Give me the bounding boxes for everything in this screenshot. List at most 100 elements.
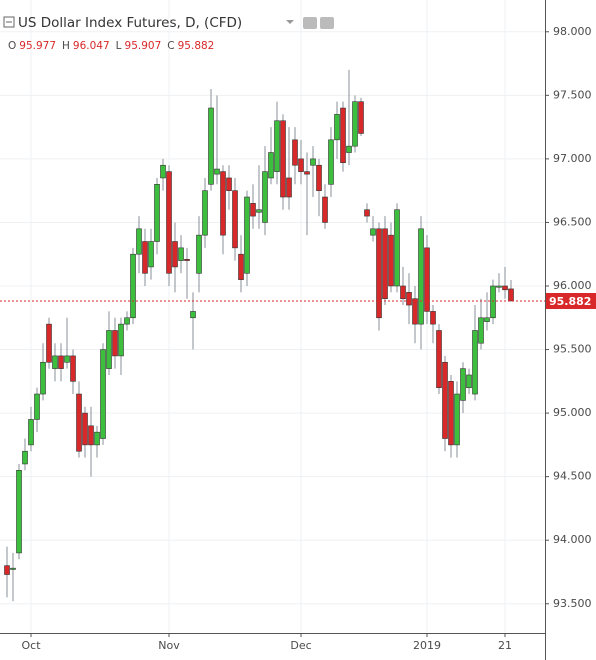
candle-body [226,177,232,191]
y-tick-label: 93.500 [553,597,592,610]
candle-body [4,565,10,575]
candle-body [148,241,154,268]
candle-body [304,171,310,175]
candle-body [136,228,142,255]
candle-body [316,164,322,191]
candle-body [160,164,166,179]
y-tick-label: 97.000 [553,152,592,165]
candle-body [388,234,394,287]
candle-body [154,184,160,242]
ohlc-legend: O 95.977 H 96.047 L 95.907 C 95.882 [8,40,214,52]
candle-body [310,158,316,166]
candle-body [100,349,106,439]
candle-body [250,203,256,217]
x-tick-label: 2019 [413,639,441,652]
candle-body [46,323,52,363]
candle-body [280,120,286,198]
candle-body [256,209,262,213]
x-tick-label: Oct [21,639,41,652]
candle-body [76,393,82,452]
candle-body [394,209,400,287]
candle-body [424,247,430,312]
candle-body [418,228,424,325]
ohlc-label: H [62,40,70,52]
candle-body [64,355,70,363]
ohlc-label: L [116,40,122,52]
candle-body [166,171,172,274]
candle-body [382,228,388,300]
candle-body [232,190,238,249]
candle-body [262,171,268,223]
ohlc-value: 95.882 [178,40,215,52]
ohlc-label: C [167,40,174,52]
candle-body [448,381,454,446]
candle-body [292,139,298,166]
candle-body [430,311,436,325]
candle-body [142,241,148,274]
candle-body [178,247,184,261]
candle-body [364,209,370,217]
y-tick-label: 96.000 [553,279,592,292]
ohlc-value: 95.907 [125,40,162,52]
x-tick-label: Dec [290,639,311,652]
candle-body [112,330,118,357]
candle-body [58,355,64,369]
candle-body [94,431,100,446]
candle-body [238,253,244,280]
y-tick-label: 97.500 [553,88,592,101]
candle-body [118,323,124,357]
candle-body [490,285,496,319]
candle-body [208,107,214,185]
candle-body [460,368,466,401]
candle-body [202,190,208,236]
y-tick-label: 96.500 [553,215,592,228]
candle-body [28,419,34,446]
x-tick-label: 21 [498,639,512,652]
x-tick-label: Nov [158,639,180,652]
chart-title: US Dollar Index Futures, D, (CFD) [18,15,242,31]
last-price-label: 95.882 [549,295,591,308]
candle-body [484,317,490,322]
candle-body [22,450,28,465]
y-tick-label: 94.500 [553,470,592,483]
candle-body [88,425,94,446]
candle-body [298,158,304,172]
candle-body [466,374,472,388]
ohlc-value: 96.047 [73,40,110,52]
candle-body [190,311,196,319]
candle-body [478,317,484,344]
candle-body [454,393,460,446]
candle-body [16,470,22,554]
candle-body [106,330,112,369]
candle-body [52,355,58,369]
y-tick-label: 95.000 [553,406,592,419]
candle-body [412,298,418,325]
candle-body [376,228,382,319]
candles [4,69,514,602]
candle-body [124,317,130,325]
candle-body [196,234,202,274]
candle-body [358,101,364,134]
candle-body [214,168,220,175]
eye-icon[interactable] [303,17,317,29]
candle-body [172,241,178,268]
candle-body [370,228,376,236]
y-tick-label: 98.000 [553,25,592,38]
candle-body [130,253,136,319]
collapse-icon[interactable] [3,16,15,28]
candle-body [346,145,352,153]
y-tick-label: 95.500 [553,343,592,356]
candle-body [184,259,190,261]
candle-body [268,152,274,179]
ohlc-value: 95.977 [19,40,56,52]
candle-body [220,171,226,236]
candle-body [400,285,406,300]
ohlc-label: O [8,40,16,52]
settings-icon[interactable] [320,17,334,29]
candle-body [436,330,442,388]
candle-body [472,330,478,395]
dropdown-icon[interactable] [286,20,294,24]
candle-body [340,107,346,163]
y-tick-label: 94.000 [553,533,592,546]
